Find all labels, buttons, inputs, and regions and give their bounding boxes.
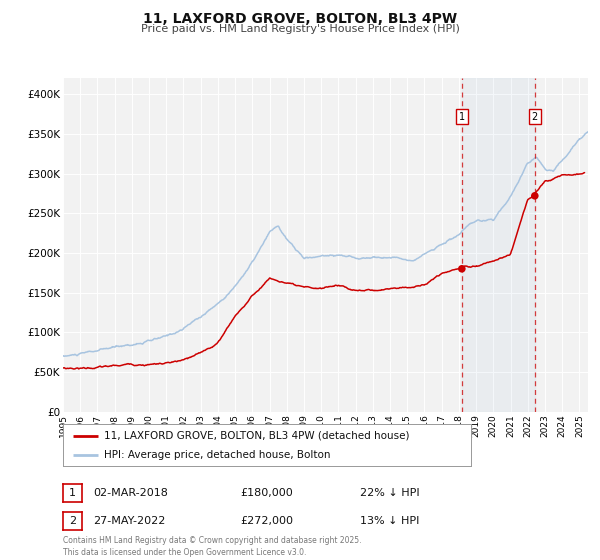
Text: Contains HM Land Registry data © Crown copyright and database right 2025.
This d: Contains HM Land Registry data © Crown c… xyxy=(63,536,361,557)
Text: £272,000: £272,000 xyxy=(240,516,293,526)
Text: 2: 2 xyxy=(69,516,76,526)
Text: £180,000: £180,000 xyxy=(240,488,293,498)
Text: Price paid vs. HM Land Registry's House Price Index (HPI): Price paid vs. HM Land Registry's House … xyxy=(140,24,460,34)
Point xyxy=(457,264,467,273)
Text: 11, LAXFORD GROVE, BOLTON, BL3 4PW: 11, LAXFORD GROVE, BOLTON, BL3 4PW xyxy=(143,12,457,26)
Text: 22% ↓ HPI: 22% ↓ HPI xyxy=(360,488,419,498)
Text: 2: 2 xyxy=(532,111,538,122)
Text: HPI: Average price, detached house, Bolton: HPI: Average price, detached house, Bolt… xyxy=(104,450,331,460)
Point xyxy=(530,192,539,200)
Text: 13% ↓ HPI: 13% ↓ HPI xyxy=(360,516,419,526)
Text: 11, LAXFORD GROVE, BOLTON, BL3 4PW (detached house): 11, LAXFORD GROVE, BOLTON, BL3 4PW (deta… xyxy=(104,431,409,441)
Text: 02-MAR-2018: 02-MAR-2018 xyxy=(93,488,168,498)
Text: 1: 1 xyxy=(69,488,76,498)
Bar xyxy=(462,78,535,412)
Text: 27-MAY-2022: 27-MAY-2022 xyxy=(93,516,166,526)
Text: 1: 1 xyxy=(459,111,465,122)
